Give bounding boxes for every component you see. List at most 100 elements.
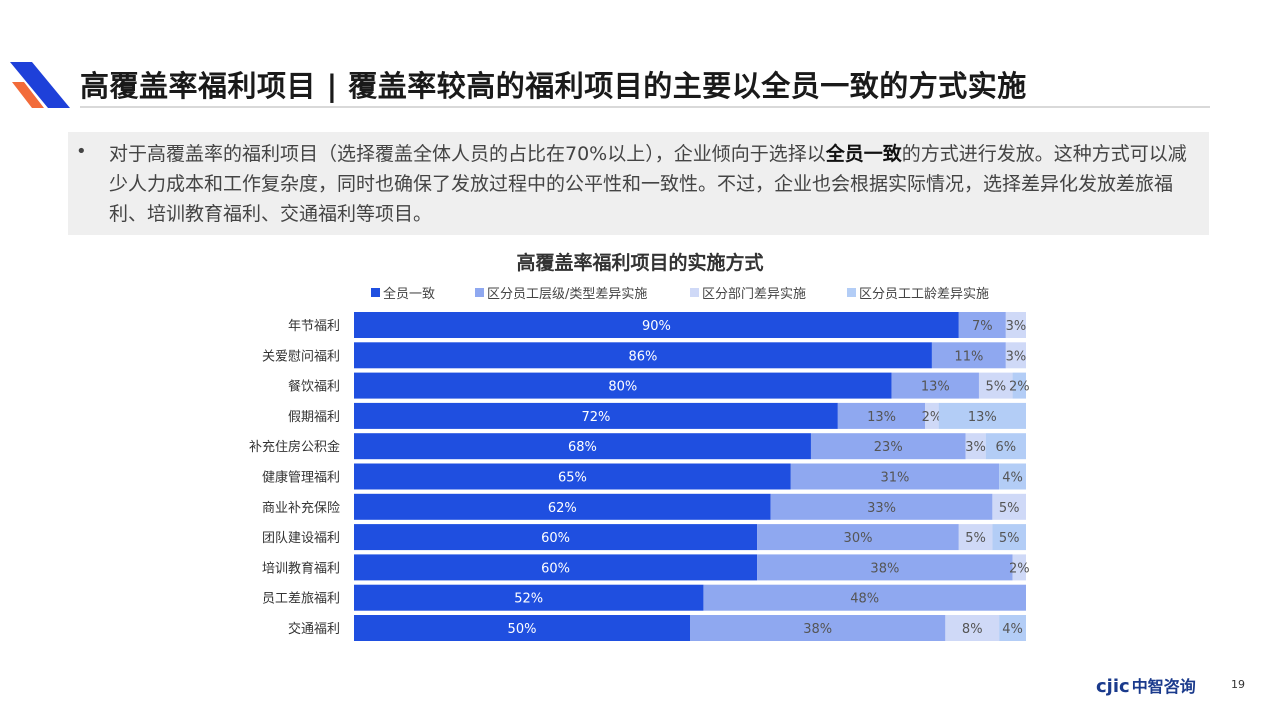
note-bullet: •	[76, 141, 87, 162]
bar-segment-series-2	[931, 342, 1006, 369]
data-label: 13%	[968, 410, 997, 425]
category-label: 商业补充保险	[262, 500, 340, 516]
bar-segment-series-2	[770, 493, 993, 520]
bar-segment-series-3	[925, 402, 939, 429]
bar-segment-series-3	[945, 615, 1000, 641]
data-label: 5%	[999, 501, 1020, 516]
data-label: 65%	[558, 471, 587, 486]
bar-segment-series-2	[690, 615, 946, 641]
bar-segment-series-2	[790, 463, 1000, 490]
data-label: 3%	[965, 440, 986, 455]
data-label: 8%	[962, 622, 983, 637]
bar-segment-series-3	[1005, 312, 1026, 338]
data-label: 13%	[867, 410, 896, 425]
bar-segment-series-4	[992, 524, 1026, 551]
data-label: 38%	[870, 561, 899, 576]
bar-segment-series-3	[992, 493, 1026, 520]
bar-segment-series-2	[958, 312, 1006, 338]
data-label: 7%	[972, 319, 993, 334]
data-label: 86%	[629, 349, 658, 364]
category-label: 补充住房公积金	[249, 439, 340, 455]
brand-logo: cjic 中智咨询	[1096, 673, 1196, 697]
category-label: 员工差旅福利	[262, 592, 340, 607]
data-label: 3%	[1006, 349, 1027, 364]
bar-segment-series-3	[978, 372, 1013, 399]
data-label: 4%	[1002, 471, 1023, 486]
bar-segment-series-3	[958, 524, 993, 551]
data-label: 23%	[874, 440, 903, 455]
brand-name: 中智咨询	[1131, 677, 1196, 696]
bar-segment-series-3	[965, 433, 986, 460]
data-label: 60%	[541, 561, 570, 576]
data-label: 4%	[1002, 622, 1023, 637]
summary-note-box	[68, 132, 1209, 235]
data-label: 5%	[985, 380, 1006, 395]
note-text-emphasis: 全员一致	[825, 143, 902, 165]
data-label: 3%	[1006, 319, 1027, 334]
data-label: 68%	[568, 440, 597, 455]
bar-segment-series-4	[1012, 372, 1026, 399]
bar-segment-series-4	[999, 463, 1026, 490]
legend-label-3: 区分部门差异实施	[702, 287, 807, 302]
bar-segment-series-2	[810, 433, 966, 460]
bar-segment-series-4	[999, 615, 1026, 641]
bar-segment-series-1	[354, 312, 959, 338]
category-label: 培训教育福利	[262, 560, 340, 576]
bar-segment-series-3	[1005, 342, 1026, 369]
bar-segment-series-4	[938, 402, 1026, 429]
legend-label-2: 区分员工层级/类型差异实施	[487, 287, 648, 302]
category-label: 年节福利	[288, 319, 340, 334]
chart-title: 高覆盖率福利项目的实施方式	[516, 252, 764, 274]
data-label: 2%	[922, 410, 943, 425]
data-label: 50%	[508, 622, 537, 637]
bar-segment-series-1	[354, 372, 892, 399]
legend-item-series-2: 区分员工层级/类型差异实施	[475, 283, 647, 302]
legend-item-series-1: 全员一致	[371, 283, 435, 302]
bar-segment-series-1	[354, 433, 811, 460]
legend-swatch-4	[847, 288, 856, 297]
bar-segment-series-2	[837, 402, 926, 429]
legend-label-1: 全员一致	[383, 287, 436, 302]
data-label: 6%	[996, 440, 1017, 455]
title-divider	[80, 106, 1210, 108]
bar-segment-series-2	[703, 584, 1026, 611]
legend-swatch-1	[371, 288, 380, 297]
data-label: 2%	[1009, 561, 1030, 576]
legend-item-series-3: 区分部门差异实施	[690, 283, 806, 302]
note-text-end: 的方式进行发放。这种方式可以减少人力成本和工作复杂度，同时也确保了发放过程中的公…	[109, 143, 1187, 225]
data-label: 80%	[608, 380, 637, 395]
legend-swatch-2	[475, 288, 484, 297]
data-label: 60%	[541, 531, 570, 546]
bar-segment-series-1	[354, 402, 838, 429]
bar-segment-series-1	[354, 463, 791, 490]
data-label: 33%	[867, 501, 896, 516]
data-label: 30%	[844, 531, 873, 546]
bar-segment-series-3	[1012, 554, 1026, 581]
page-number: 19	[1231, 678, 1245, 691]
data-label: 2%	[1009, 380, 1030, 395]
bar-segment-series-2	[757, 554, 1013, 581]
bar-segment-series-1	[354, 554, 758, 581]
summary-note-text: 对于高覆盖率的福利项目（选择覆盖全体人员的占比在70%以上），企业倾向于选择以全…	[109, 139, 1204, 229]
note-text-start: 对于高覆盖率的福利项目（选择覆盖全体人员的占比在70%以上），企业倾向于选择以	[109, 143, 826, 165]
data-label: 72%	[581, 410, 610, 425]
bar-segment-series-1	[354, 524, 758, 551]
legend-item-series-4: 区分员工工龄差异实施	[847, 283, 989, 302]
data-label: 13%	[921, 380, 950, 395]
data-label: 38%	[803, 622, 832, 637]
bar-segment-series-1	[354, 584, 704, 611]
data-label: 48%	[850, 592, 879, 607]
category-label: 交通福利	[288, 621, 340, 637]
category-label: 关爱慰问福利	[262, 349, 340, 364]
category-label: 假期福利	[288, 410, 340, 425]
bar-segment-series-2	[757, 524, 959, 551]
category-label: 餐饮福利	[288, 379, 340, 395]
category-label: 团队建设福利	[262, 531, 340, 546]
bar-segment-series-1	[354, 342, 932, 369]
legend-swatch-3	[690, 288, 699, 297]
chart-legend: 全员一致 区分员工层级/类型差异实施 区分部门差异实施 区分员工工龄差异实施	[0, 283, 1280, 302]
section-accent-logo	[10, 62, 70, 108]
bar-segment-series-2	[891, 372, 979, 399]
data-label: 52%	[514, 592, 543, 607]
